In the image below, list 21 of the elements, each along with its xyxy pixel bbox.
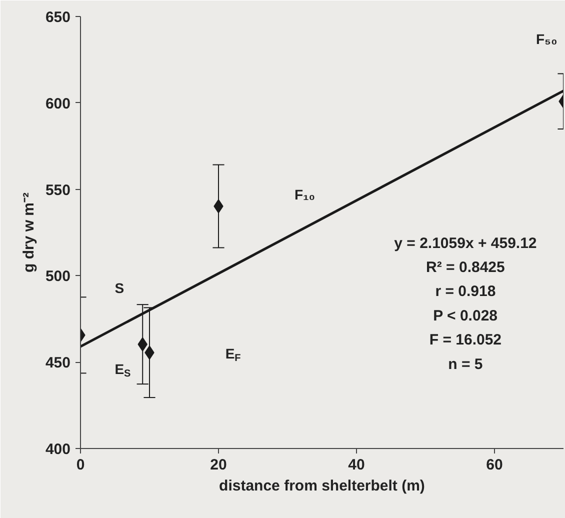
- x-tick-label: 60: [486, 456, 503, 474]
- annotation: R² = 0.8425: [426, 258, 505, 276]
- y-tick-label: 600: [45, 95, 71, 112]
- annotation: F₅₀: [536, 30, 558, 47]
- y-tick-label: 400: [45, 441, 71, 458]
- x-tick-label: 20: [210, 456, 227, 474]
- x-tick-label: 40: [348, 456, 365, 474]
- y-tick-label: 650: [45, 9, 71, 26]
- annotation: y = 2.1059x + 459.12: [394, 234, 537, 252]
- x-tick-label: 0: [76, 456, 85, 474]
- annotation: F₁₀: [294, 186, 316, 202]
- annotation: P < 0.028: [433, 307, 498, 324]
- y-axis-title: g dry w m⁻²: [20, 192, 38, 273]
- annotation: n = 5: [448, 356, 483, 373]
- annotation: F = 16.052: [429, 332, 502, 349]
- y-tick-label: 550: [45, 182, 71, 199]
- annotation: r = 0.918: [435, 283, 496, 300]
- y-tick-label: 450: [45, 354, 71, 372]
- y-tick-label: 500: [45, 268, 71, 286]
- annotation: S: [114, 280, 124, 296]
- x-axis-title: distance from shelterbelt (m): [219, 478, 425, 494]
